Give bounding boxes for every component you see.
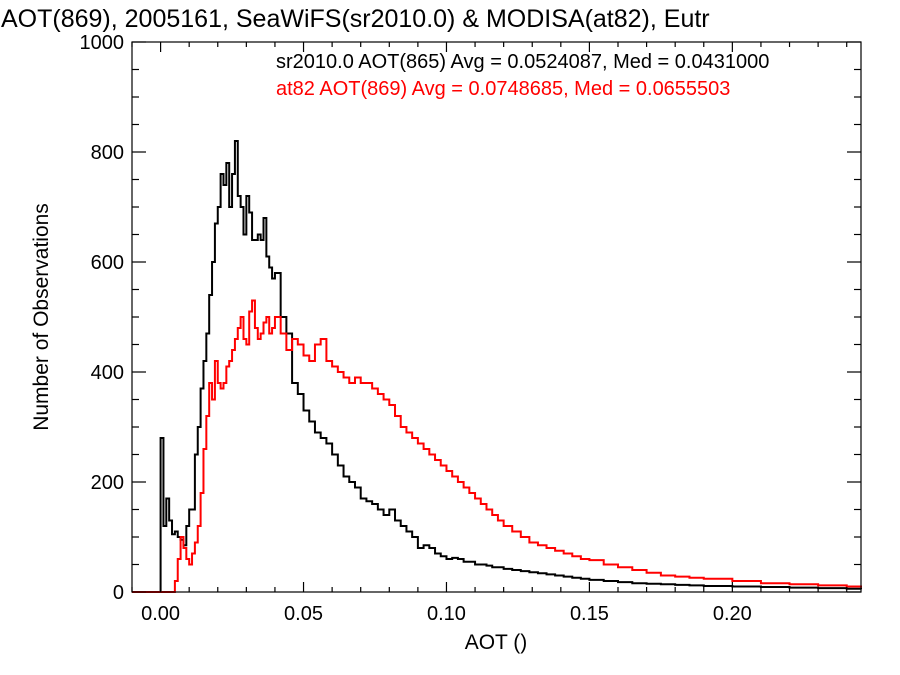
series-layer	[132, 140, 862, 593]
x-tick-label: 0.15	[570, 603, 609, 625]
x-axis-label: AOT ()	[465, 631, 528, 654]
sr2010-stats-annotation: sr2010.0 AOT(865) Avg = 0.0524087, Med =…	[276, 51, 769, 73]
x-tick-label: 0.05	[284, 603, 323, 625]
y-tick-label: 200	[91, 472, 124, 494]
x-tick-label: 0.10	[427, 603, 466, 625]
x-tick-label: 0.00	[141, 603, 180, 625]
y-axis-label: Number of Observations	[30, 203, 53, 431]
at82-histogram-line	[132, 299, 862, 593]
y-tick-label: 600	[91, 252, 124, 274]
tick-layer: 0.00 0.05 0.10 0.15 0.20 0 200 400 600 800 1000	[80, 32, 861, 625]
y-tick-label: 400	[91, 362, 124, 384]
at82-stats-annotation: at82 AOT(869) Avg = 0.0748685, Med = 0.0…	[276, 78, 730, 100]
sr2010-histogram-line	[132, 140, 862, 593]
y-tick-label: 800	[91, 142, 124, 164]
chart-title: AOT(869), 2005161, SeaWiFS(sr2010.0) & M…	[1, 5, 710, 33]
y-tick-label: 1000	[80, 32, 125, 54]
y-tick-label: 0	[113, 582, 124, 604]
x-tick-label: 0.20	[713, 603, 752, 625]
